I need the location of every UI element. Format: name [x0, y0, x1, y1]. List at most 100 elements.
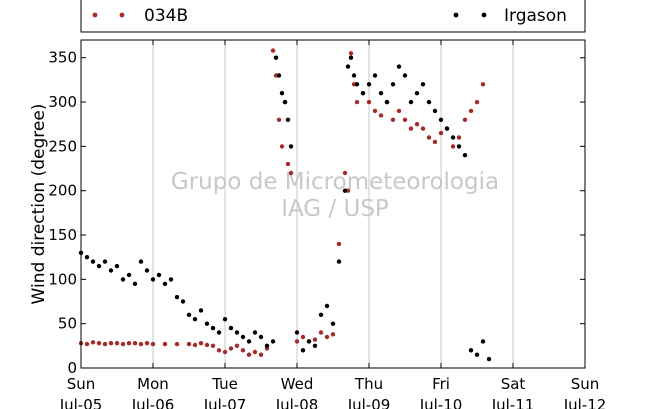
- data-point: [468, 348, 474, 353]
- data-point: [390, 117, 396, 123]
- data-point: [345, 64, 351, 69]
- data-point: [432, 139, 438, 145]
- x-tick-label-date: Jul-06: [131, 396, 175, 409]
- data-point: [426, 99, 432, 105]
- y-tick-label: 300: [48, 93, 77, 111]
- data-point: [285, 161, 291, 167]
- data-point: [450, 135, 456, 140]
- data-point: [456, 144, 462, 149]
- data-points: [78, 48, 492, 362]
- y-tick-label: 150: [48, 226, 77, 244]
- data-point: [285, 117, 291, 123]
- data-point: [198, 308, 204, 313]
- data-point: [114, 263, 120, 269]
- data-point: [330, 321, 336, 326]
- x-tick-label-day: Sun: [571, 375, 600, 393]
- data-point: [474, 99, 480, 105]
- data-point: [96, 263, 102, 269]
- data-point: [384, 99, 390, 105]
- data-point: [90, 340, 96, 345]
- data-point: [444, 126, 450, 131]
- x-tick-label-date: Jul-10: [419, 396, 463, 409]
- data-point: [204, 342, 210, 348]
- data-point: [228, 346, 234, 351]
- data-point: [366, 99, 372, 105]
- data-point: [438, 130, 444, 136]
- x-axis: Sun Jul-05 Mon Jul-06 Tue Jul-07 Wed Jul-08 Thu J…: [59, 40, 607, 409]
- x-tick-label-day: Sun: [67, 375, 96, 393]
- data-point: [114, 341, 120, 346]
- data-point: [300, 348, 306, 353]
- x-tick-label-date: Jul-11: [491, 396, 535, 409]
- data-point: [480, 82, 486, 87]
- data-point: [198, 341, 204, 346]
- data-point: [150, 341, 156, 347]
- data-point: [252, 330, 258, 335]
- data-point: [336, 259, 342, 264]
- data-point: [336, 241, 342, 247]
- x-tick-label-date: Jul-12: [563, 396, 607, 409]
- data-point: [414, 91, 420, 96]
- data-point: [288, 144, 294, 149]
- data-point: [162, 341, 168, 347]
- data-point: [420, 82, 426, 87]
- x-tick-label-date: Jul-09: [347, 396, 391, 409]
- data-point: [204, 321, 210, 326]
- x-tick-label-day: Tue: [211, 375, 238, 393]
- x-tick-label-day: Thu: [354, 375, 383, 393]
- watermark-line-2: IAG / USP: [281, 196, 389, 222]
- data-point: [450, 144, 456, 149]
- data-point: [300, 334, 306, 340]
- data-point: [432, 108, 438, 114]
- data-point: [426, 135, 432, 140]
- data-point: [372, 73, 378, 78]
- data-point: [258, 352, 264, 357]
- data-point: [354, 99, 360, 105]
- data-point: [108, 341, 114, 346]
- data-point: [186, 312, 192, 317]
- data-point: [234, 343, 240, 348]
- data-point: [210, 343, 216, 348]
- data-point: [174, 294, 180, 300]
- data-point: [456, 135, 462, 140]
- data-point: [216, 348, 222, 353]
- data-point: [276, 117, 282, 123]
- legend-marker-irgason: [453, 12, 459, 18]
- x-tick-label-date: Jul-08: [275, 396, 319, 409]
- data-point: [342, 170, 348, 176]
- watermark-line-1: Grupo de Micrometeorologia: [171, 169, 499, 195]
- data-point: [462, 117, 468, 123]
- data-point: [102, 259, 108, 264]
- data-point: [138, 341, 144, 347]
- legend-entry-034b: 034B: [92, 6, 188, 26]
- y-tick-label: 250: [48, 137, 77, 155]
- data-point: [408, 126, 414, 131]
- data-point: [402, 73, 408, 78]
- y-tick-label: 350: [48, 49, 77, 67]
- legend-label-irgason: Irgason: [504, 6, 567, 26]
- data-point: [462, 153, 468, 158]
- x-tick-label-day: Sat: [501, 375, 526, 393]
- data-point: [348, 55, 354, 60]
- data-point: [264, 343, 270, 348]
- data-point: [474, 352, 480, 357]
- y-tick-label: 0: [67, 359, 77, 377]
- data-point: [108, 268, 114, 273]
- x-tick-label-day: Fri: [432, 375, 450, 393]
- y-axis-label: Wind direction (degree): [29, 104, 49, 305]
- legend-marker-034b: [119, 12, 125, 18]
- data-point: [312, 343, 318, 348]
- y-tick-label: 100: [48, 270, 77, 288]
- data-point: [126, 341, 132, 346]
- data-point: [252, 349, 258, 355]
- data-point: [414, 122, 420, 127]
- data-point: [270, 48, 276, 53]
- data-point: [222, 317, 228, 322]
- x-tick-label-day: Wed: [281, 375, 314, 393]
- data-point: [84, 255, 90, 260]
- data-point: [372, 108, 378, 114]
- data-point: [378, 91, 384, 96]
- data-point: [282, 99, 288, 105]
- data-point: [234, 330, 240, 335]
- data-point: [468, 108, 474, 114]
